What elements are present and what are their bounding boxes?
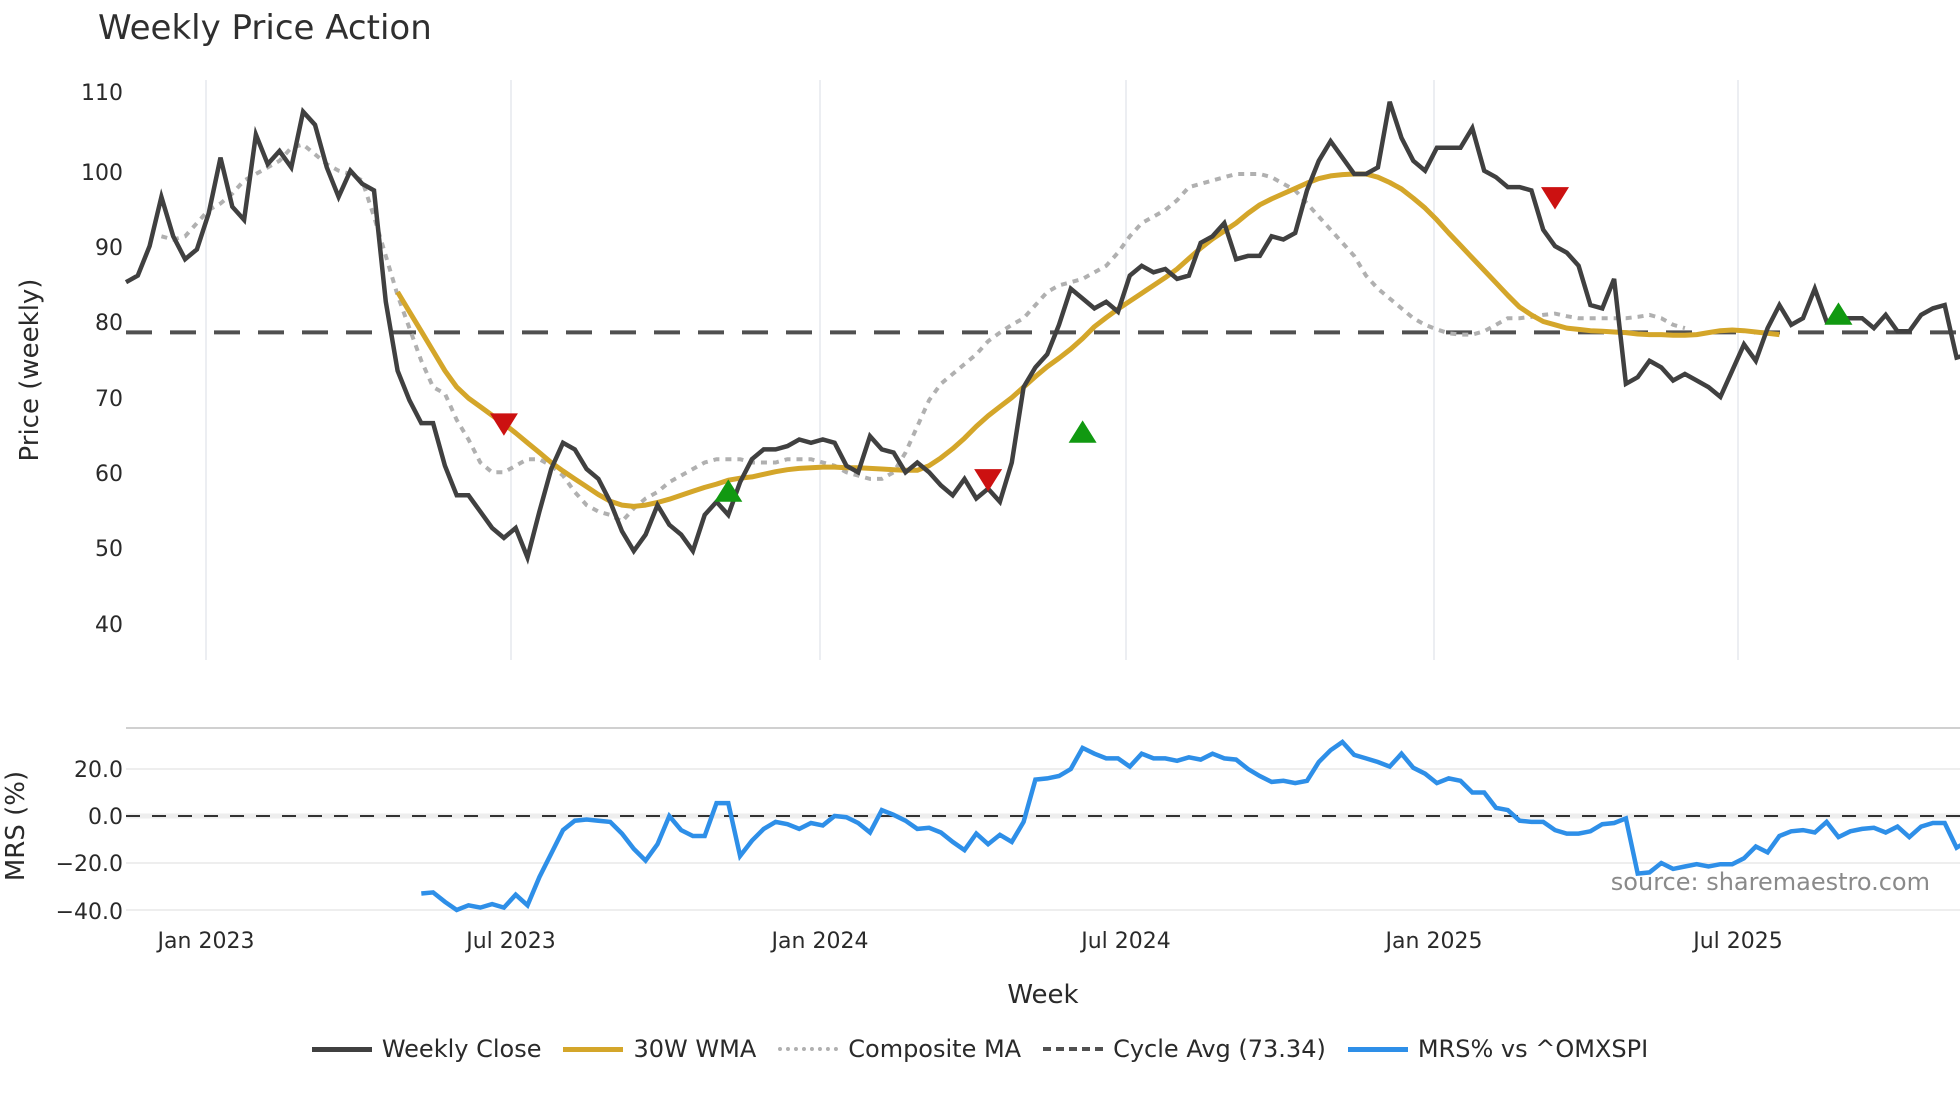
x-tick: Jul 2024 bbox=[1079, 929, 1171, 954]
legend-label: Cycle Avg (73.34) bbox=[1113, 1035, 1326, 1063]
x-tick: Jul 2023 bbox=[464, 929, 556, 954]
weekly-close-line bbox=[124, 101, 1960, 565]
price-tick: 110 bbox=[81, 81, 123, 106]
legend-item-30w-wma[interactable]: 30W WMA bbox=[563, 1035, 756, 1063]
legend-item-composite-ma[interactable]: Composite MA bbox=[778, 1035, 1021, 1063]
price-tick: 80 bbox=[95, 311, 123, 336]
mrs-tick: −40.0 bbox=[56, 900, 123, 925]
legend: Weekly Close 30W WMA Composite MA Cycle … bbox=[0, 1035, 1960, 1063]
source-annotation: source: sharemaestro.com bbox=[1611, 868, 1930, 896]
x-axis: Jan 2023 Jul 2023 Jan 2024 Jul 2024 Jan … bbox=[156, 929, 1783, 954]
mrs-y-axis: 20.0 0.0 −20.0 −40.0 bbox=[56, 758, 123, 925]
composite-ma-line bbox=[160, 142, 1686, 525]
price-tick: 100 bbox=[81, 161, 123, 186]
buy-signal-icon bbox=[1068, 420, 1097, 443]
sell-signal-icon bbox=[1541, 187, 1570, 210]
mrs-swatch-icon bbox=[1347, 1046, 1408, 1052]
price-tick: 90 bbox=[95, 236, 123, 261]
mrs-tick: −20.0 bbox=[56, 852, 123, 877]
price-tick: 40 bbox=[95, 613, 123, 638]
price-y-axis: 110 100 90 80 70 60 50 40 bbox=[81, 81, 123, 638]
mrs-line bbox=[421, 739, 1960, 913]
price-tick: 60 bbox=[95, 462, 123, 487]
series-layer bbox=[124, 101, 1960, 913]
price-tick: 70 bbox=[95, 387, 123, 412]
mrs-tick: 20.0 bbox=[74, 758, 123, 783]
composite-ma-swatch-icon bbox=[778, 1047, 839, 1051]
x-tick: Jul 2025 bbox=[1691, 929, 1783, 954]
cycle-avg-swatch-icon bbox=[1043, 1047, 1104, 1051]
x-axis-title: Week bbox=[1007, 980, 1078, 1010]
price-axis-title: Price (weekly) bbox=[15, 279, 45, 462]
mrs-axis-title: MRS (%) bbox=[1, 771, 31, 881]
buy-signal-icon bbox=[714, 479, 743, 502]
x-tick: Jan 2025 bbox=[1384, 929, 1483, 954]
legend-label: Weekly Close bbox=[381, 1035, 542, 1063]
mrs-gridlines bbox=[126, 768, 1960, 911]
weekly-close-swatch-icon bbox=[311, 1046, 372, 1052]
wma-line bbox=[395, 171, 1780, 509]
legend-item-weekly-close[interactable]: Weekly Close bbox=[311, 1035, 542, 1063]
legend-item-mrs[interactable]: MRS% vs ^OMXSPI bbox=[1347, 1035, 1649, 1063]
legend-label: MRS% vs ^OMXSPI bbox=[1417, 1035, 1649, 1063]
price-gridlines bbox=[205, 80, 1739, 660]
wma-swatch-icon bbox=[563, 1046, 624, 1052]
mrs-tick: 0.0 bbox=[88, 805, 123, 830]
sell-signal-icon bbox=[489, 413, 518, 436]
sell-signal-icon bbox=[974, 469, 1003, 492]
legend-item-cycle-avg[interactable]: Cycle Avg (73.34) bbox=[1043, 1035, 1326, 1063]
x-tick: Jan 2023 bbox=[156, 929, 255, 954]
signal-markers bbox=[489, 187, 1853, 502]
chart-title: Weekly Price Action bbox=[98, 8, 432, 48]
legend-label: 30W WMA bbox=[633, 1035, 757, 1063]
x-tick: Jan 2024 bbox=[770, 929, 869, 954]
legend-label: Composite MA bbox=[848, 1035, 1022, 1063]
price-tick: 50 bbox=[95, 537, 123, 562]
buy-signal-icon bbox=[1824, 302, 1853, 325]
